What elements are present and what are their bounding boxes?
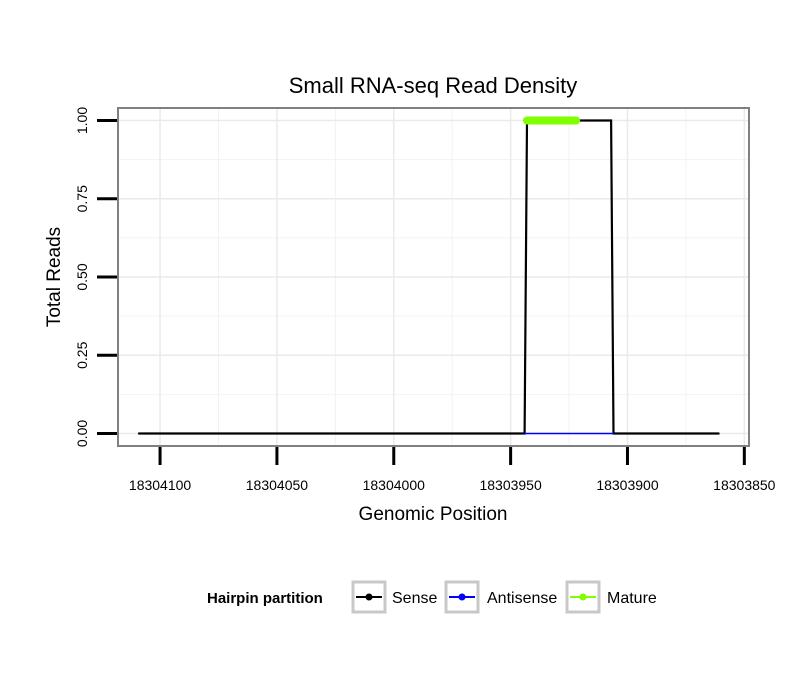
y-tick-label: 1.00 bbox=[74, 107, 90, 134]
legend: Hairpin partition Sense Antisense Mature bbox=[207, 580, 657, 614]
legend-label-mature: Mature bbox=[607, 590, 657, 607]
legend-title: Hairpin partition bbox=[207, 590, 323, 607]
x-tick-label: 18304050 bbox=[246, 477, 309, 493]
x-tick-label: 18303900 bbox=[596, 477, 659, 493]
legend-key-dot-mature bbox=[579, 593, 587, 601]
y-axis: 0.00 0.25 0.50 0.75 1.00 bbox=[74, 107, 117, 447]
series-layer bbox=[137, 116, 720, 435]
chart-title: Small RNA-seq Read Density bbox=[289, 73, 578, 98]
y-tick-label: 0.75 bbox=[74, 185, 90, 212]
plot-panel-border bbox=[117, 107, 750, 447]
y-tick-label: 0.00 bbox=[74, 420, 90, 447]
legend-key-dot-sense bbox=[365, 593, 373, 601]
x-tick-label: 18303850 bbox=[713, 477, 776, 493]
x-axis: 18304100 18304050 18304000 18303950 18303900… bbox=[129, 447, 776, 493]
legend-label-sense: Sense bbox=[392, 590, 437, 607]
y-axis-title: Total Reads bbox=[44, 227, 65, 327]
x-axis-title: Genomic Position bbox=[359, 504, 508, 525]
legend-key-dot-antisense bbox=[458, 593, 466, 601]
legend-label-antisense: Antisense bbox=[487, 590, 557, 607]
x-tick-label: 18303950 bbox=[479, 477, 542, 493]
x-tick-label: 18304100 bbox=[129, 477, 192, 493]
grid-lines bbox=[118, 108, 749, 446]
x-tick-label: 18304000 bbox=[363, 477, 426, 493]
y-tick-label: 0.25 bbox=[74, 341, 90, 368]
y-tick-label: 0.50 bbox=[74, 263, 90, 290]
